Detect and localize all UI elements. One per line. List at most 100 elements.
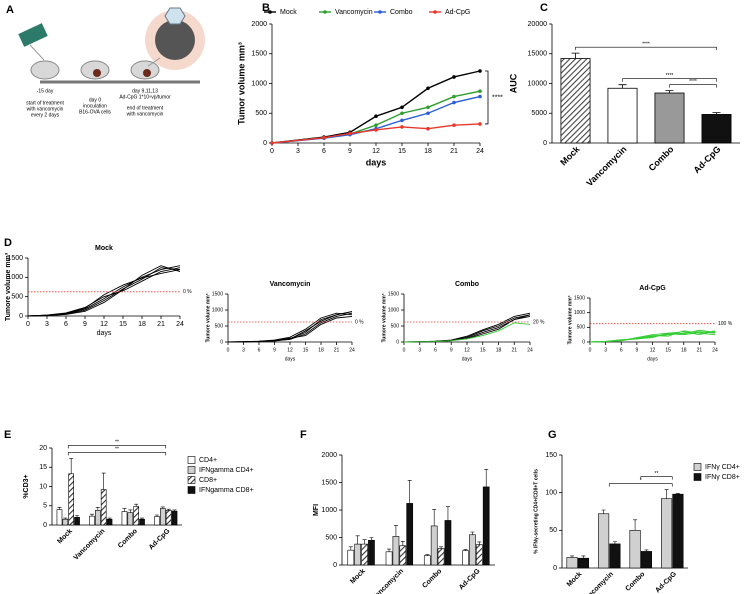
schematic-text: with vancomycin: [27, 106, 64, 112]
y-tick-label: 10000: [528, 80, 548, 87]
bar: [566, 557, 578, 569]
bar: [62, 518, 69, 526]
error-bar: [89, 513, 94, 517]
bar: [629, 530, 641, 569]
x-tick-label: 18: [681, 347, 687, 353]
error-bar: [122, 508, 127, 512]
y-tick-label: 2000: [321, 452, 337, 459]
error-bar: [107, 517, 112, 520]
error-bar: [432, 509, 437, 526]
point: [478, 122, 482, 126]
point: [478, 69, 482, 73]
significance-bracket: [485, 70, 489, 125]
point: [322, 135, 326, 140]
y-tick-label: 0: [333, 562, 337, 569]
threshold-label: 100 %: [718, 321, 733, 327]
x-tick-label: 9: [635, 347, 638, 353]
y-tick-label: 1500: [7, 255, 23, 262]
x-tick-label: 12: [100, 321, 108, 328]
x-tick-label: 12: [464, 347, 470, 353]
error-bar: [612, 541, 617, 544]
y-axis-label: %CD3+: [23, 474, 30, 498]
schematic-art: [18, 7, 205, 84]
bar: [661, 498, 673, 569]
schematic-text: with vancomycin: [127, 111, 164, 117]
error-bar: [101, 472, 106, 490]
y-tick-label: 10: [39, 483, 47, 490]
significance-label: *: [640, 478, 642, 484]
legend-swatch: [378, 10, 382, 14]
y-tick-label: 1000: [321, 507, 337, 514]
significance-label: **: [655, 471, 659, 477]
x-tick-label: Ad-CpG: [148, 527, 172, 551]
point: [374, 128, 378, 132]
panel-label: G: [548, 429, 557, 441]
legend-label: IFNgamma CD8+: [199, 487, 254, 494]
x-tick-label: 12: [650, 347, 656, 353]
point: [400, 111, 404, 116]
x-axis-label: days: [366, 157, 387, 167]
x-tick-label: 6: [64, 321, 68, 328]
significance-label: ****: [642, 41, 650, 47]
error-bar: [355, 535, 360, 545]
bar: [672, 493, 684, 569]
bar: [89, 515, 95, 526]
y-tick-label: 0: [396, 339, 399, 345]
y-tick-label: 500: [11, 294, 23, 301]
y-tick-label: 500: [391, 323, 400, 329]
schematic-text: Ad-CpG 1*10⁹vp/tumor: [119, 94, 171, 100]
error-bar: [712, 112, 721, 115]
bar: [607, 87, 638, 144]
x-tick-label: 9: [273, 347, 276, 353]
schematic-text: end of treatment: [127, 105, 164, 111]
x-tick-label: Combo: [624, 571, 646, 593]
pill-icon: [18, 23, 48, 47]
y-axis-label: % IFNγ-secreting CD4+/CD8+T cells: [533, 469, 539, 554]
x-tick-label: Ad-CpG: [691, 144, 722, 175]
point: [426, 111, 430, 116]
mouse: [30, 60, 60, 80]
bar: [640, 551, 652, 569]
bar: [133, 506, 139, 526]
point: [452, 100, 456, 105]
line: [27, 265, 181, 317]
line: [403, 312, 531, 343]
panel-label: A: [6, 4, 14, 16]
x-tick-label: 24: [527, 347, 533, 353]
y-tick-label: 500: [577, 325, 586, 331]
x-tick-label: 9: [348, 148, 352, 155]
x-tick-label: 9: [83, 321, 87, 328]
tumor: [93, 69, 101, 77]
x-tick-label: Combo: [421, 568, 443, 590]
threshold-label: 0 %: [355, 319, 364, 325]
significance-bracket: [67, 452, 167, 456]
error-bar: [348, 546, 353, 551]
panel-label: B: [262, 2, 270, 14]
schematic-text: -15 day: [37, 88, 54, 94]
schematic-text: day 9,11,13: [132, 88, 158, 94]
significance-bracket: [608, 483, 673, 487]
x-tick-label: Vancomycin: [371, 568, 405, 594]
x-tick-label: Mock: [56, 528, 74, 546]
x-tick-label: 18: [318, 347, 324, 353]
point: [400, 125, 404, 129]
x-tick-label: 24: [712, 347, 718, 353]
x-tick-label: 21: [511, 347, 517, 353]
error-bar: [387, 548, 392, 552]
legend-swatch: [187, 466, 196, 474]
bar: [385, 551, 393, 566]
error-bar: [581, 555, 586, 559]
legend-label: CD8+: [199, 477, 217, 484]
x-tick-label: 18: [138, 321, 146, 328]
legend-swatch: [187, 456, 196, 464]
error-bar: [601, 509, 606, 514]
line: [271, 123, 481, 144]
x-tick-label: 21: [334, 347, 340, 353]
x-tick-label: 3: [45, 321, 49, 328]
bar: [106, 518, 113, 526]
x-tick-label: 9: [450, 347, 453, 353]
error-bar: [134, 503, 139, 507]
y-tick-label: 20: [39, 445, 47, 452]
panel-label: F: [300, 429, 307, 441]
bar: [392, 536, 400, 566]
